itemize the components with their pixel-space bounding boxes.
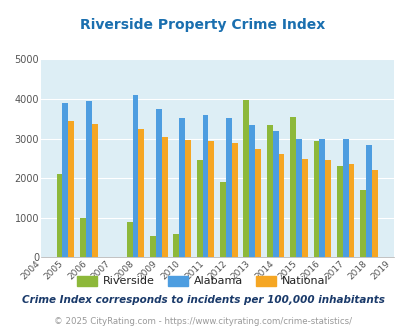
Bar xyxy=(62,103,68,257)
Bar xyxy=(80,218,85,257)
Bar xyxy=(202,115,208,257)
Bar xyxy=(220,182,226,257)
Bar xyxy=(266,125,272,257)
Bar xyxy=(179,118,185,257)
Bar xyxy=(57,174,62,257)
Bar xyxy=(92,123,97,257)
Bar xyxy=(371,170,377,257)
Bar xyxy=(313,141,319,257)
Bar xyxy=(324,160,330,257)
Bar xyxy=(319,139,324,257)
Bar xyxy=(68,121,74,257)
Bar xyxy=(359,190,365,257)
Bar xyxy=(208,141,214,257)
Legend: Riverside, Alabama, National: Riverside, Alabama, National xyxy=(73,271,332,291)
Bar xyxy=(301,159,307,257)
Bar xyxy=(348,164,354,257)
Bar xyxy=(85,101,92,257)
Bar xyxy=(365,145,371,257)
Text: Riverside Property Crime Index: Riverside Property Crime Index xyxy=(80,18,325,32)
Text: © 2025 CityRating.com - https://www.cityrating.com/crime-statistics/: © 2025 CityRating.com - https://www.city… xyxy=(54,317,351,326)
Bar xyxy=(336,166,342,257)
Bar xyxy=(132,95,138,257)
Bar xyxy=(156,109,161,257)
Bar xyxy=(196,160,202,257)
Bar xyxy=(126,222,132,257)
Bar xyxy=(226,118,231,257)
Bar xyxy=(272,131,278,257)
Bar xyxy=(161,137,167,257)
Bar xyxy=(290,117,295,257)
Bar xyxy=(243,100,249,257)
Bar xyxy=(278,154,284,257)
Text: Crime Index corresponds to incidents per 100,000 inhabitants: Crime Index corresponds to incidents per… xyxy=(21,295,384,305)
Bar xyxy=(138,129,144,257)
Bar xyxy=(173,234,179,257)
Bar xyxy=(150,236,156,257)
Bar xyxy=(254,149,260,257)
Bar xyxy=(231,143,237,257)
Bar xyxy=(185,140,190,257)
Bar xyxy=(342,139,348,257)
Bar xyxy=(295,139,301,257)
Bar xyxy=(249,125,254,257)
